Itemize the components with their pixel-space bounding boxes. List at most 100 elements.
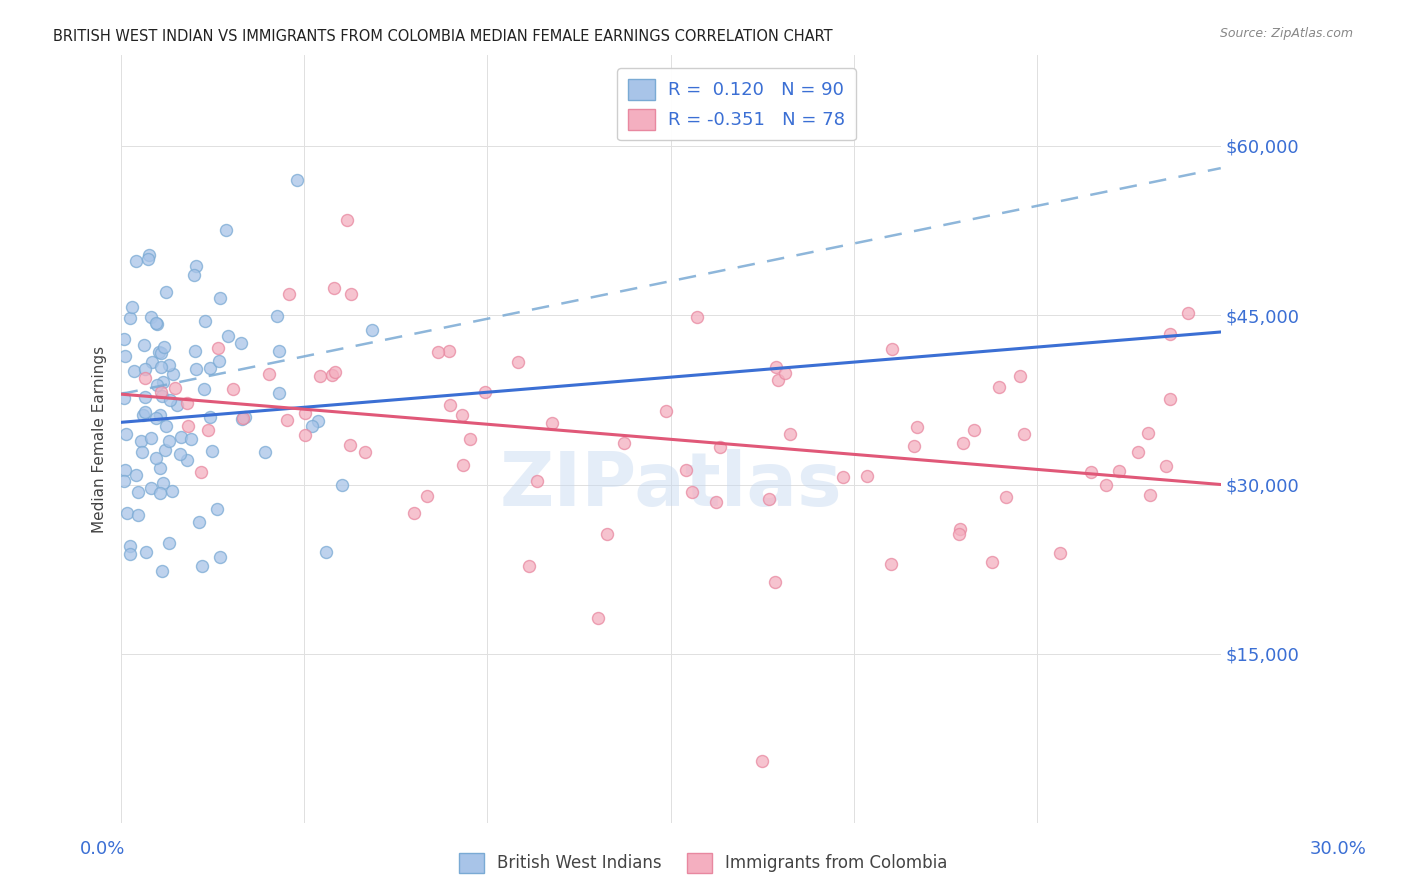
Point — [1139, 487, 1161, 501]
Point — [686, 310, 709, 324]
Point — [217, 329, 239, 343]
Point — [118, 547, 141, 561]
Point — [709, 440, 731, 454]
Point — [112, 474, 135, 488]
Point — [208, 354, 231, 368]
Point — [139, 310, 162, 325]
Point — [157, 434, 180, 448]
Point — [186, 362, 208, 376]
Point — [285, 172, 308, 186]
Point — [526, 475, 548, 489]
Point — [321, 368, 343, 382]
Point — [132, 408, 155, 422]
Point — [191, 559, 214, 574]
Point — [995, 490, 1018, 504]
Point — [1126, 444, 1149, 458]
Point — [277, 287, 299, 301]
Point — [134, 405, 156, 419]
Point — [201, 443, 224, 458]
Point — [330, 478, 353, 492]
Point — [159, 358, 181, 372]
Point — [118, 539, 141, 553]
Point — [832, 469, 855, 483]
Point — [404, 507, 426, 521]
Point — [1159, 392, 1181, 406]
Point — [325, 365, 347, 379]
Y-axis label: Median Female Earnings: Median Female Earnings — [93, 346, 107, 533]
Point — [451, 409, 474, 423]
Point — [309, 369, 332, 384]
Point — [952, 435, 974, 450]
Text: 30.0%: 30.0% — [1310, 840, 1367, 858]
Point — [340, 286, 363, 301]
Point — [165, 381, 187, 395]
Point — [145, 316, 167, 330]
Point — [613, 435, 636, 450]
Point — [190, 465, 212, 479]
Point — [361, 323, 384, 337]
Point — [675, 463, 697, 477]
Point — [131, 445, 153, 459]
Point — [451, 458, 474, 472]
Point — [145, 317, 167, 331]
Point — [231, 411, 253, 425]
Point — [222, 382, 245, 396]
Point — [1159, 326, 1181, 341]
Point — [155, 419, 177, 434]
Point — [301, 418, 323, 433]
Point — [198, 410, 221, 425]
Point — [112, 332, 135, 346]
Point — [188, 515, 211, 529]
Point — [169, 447, 191, 461]
Point — [129, 434, 152, 448]
Point — [114, 427, 136, 442]
Text: BRITISH WEST INDIAN VS IMMIGRANTS FROM COLOMBIA MEDIAN FEMALE EARNINGS CORRELATI: BRITISH WEST INDIAN VS IMMIGRANTS FROM C… — [53, 29, 832, 44]
Point — [322, 281, 344, 295]
Point — [981, 555, 1004, 569]
Point — [208, 291, 231, 305]
Point — [138, 248, 160, 262]
Point — [205, 502, 228, 516]
Point — [145, 410, 167, 425]
Point — [508, 355, 530, 369]
Point — [150, 359, 173, 374]
Point — [153, 340, 176, 354]
Point — [353, 445, 375, 459]
Point — [183, 343, 205, 358]
Point — [125, 468, 148, 483]
Point — [654, 404, 676, 418]
Point — [437, 343, 460, 358]
Point — [266, 310, 288, 324]
Point — [517, 558, 540, 573]
Point — [269, 385, 291, 400]
Point — [1012, 427, 1035, 442]
Point — [460, 432, 482, 446]
Point — [122, 364, 145, 378]
Text: ZIPatlas: ZIPatlas — [499, 449, 842, 522]
Point — [1154, 458, 1177, 473]
Point — [1095, 478, 1118, 492]
Point — [1010, 368, 1032, 383]
Point — [121, 301, 143, 315]
Point — [194, 313, 217, 327]
Point — [127, 508, 149, 522]
Point — [184, 259, 207, 273]
Point — [146, 378, 169, 392]
Point — [139, 481, 162, 495]
Point — [880, 342, 903, 356]
Point — [134, 361, 156, 376]
Legend: British West Indians, Immigrants from Colombia: British West Indians, Immigrants from Co… — [451, 847, 955, 880]
Point — [160, 483, 183, 498]
Point — [1108, 464, 1130, 478]
Point — [763, 574, 786, 589]
Point — [180, 432, 202, 446]
Point — [765, 360, 787, 375]
Point — [1137, 426, 1160, 441]
Point — [294, 406, 316, 420]
Point — [294, 427, 316, 442]
Point — [1080, 465, 1102, 479]
Point — [751, 755, 773, 769]
Point — [963, 423, 986, 437]
Point — [115, 507, 138, 521]
Point — [253, 444, 276, 458]
